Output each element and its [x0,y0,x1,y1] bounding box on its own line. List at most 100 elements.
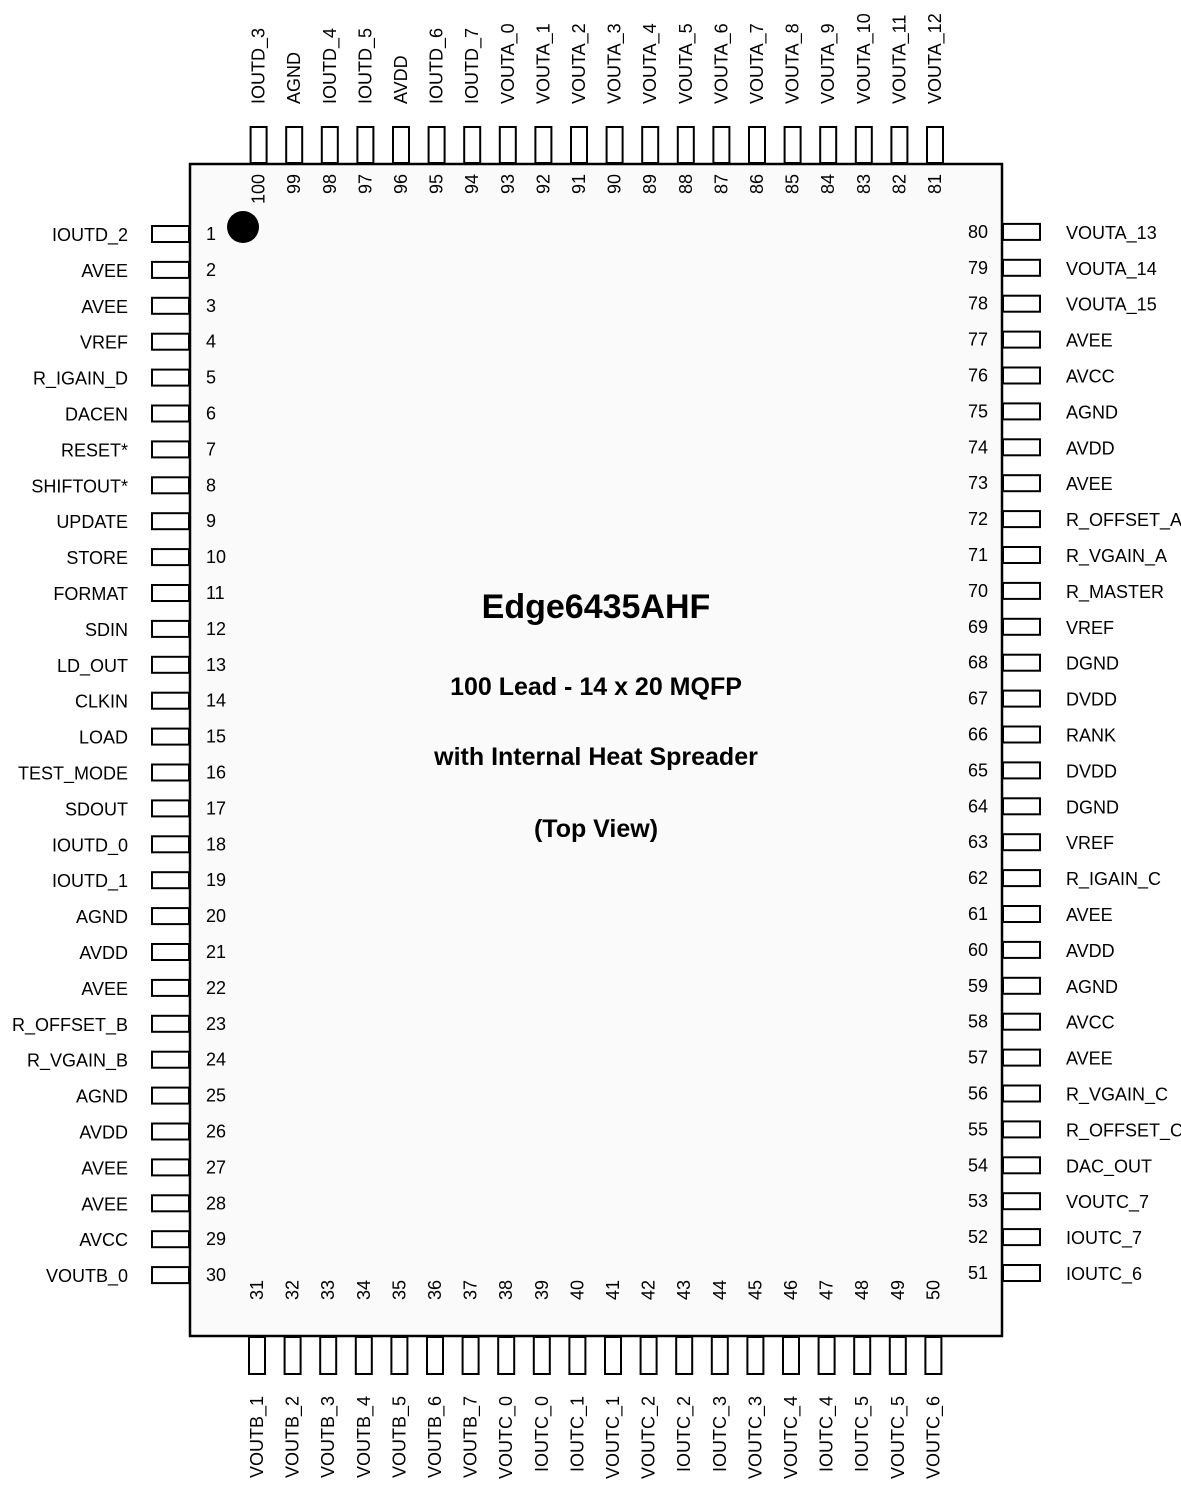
pin-name: VOUTC_1 [603,1396,624,1479]
pin-name: VOUTA_12 [925,13,946,104]
pin-lead [1002,976,1041,995]
pin-number: 28 [206,1193,226,1213]
pin-lead [1002,258,1041,277]
pin-name: LD_OUT [57,656,128,677]
pin-number: 49 [888,1280,908,1300]
pin-51: IOUTC_6 51 [968,1263,1142,1285]
pin-lead [1002,294,1041,313]
pin-number: 70 [968,581,988,601]
pin-lead [712,126,731,164]
pin-lead [641,126,660,164]
pin-name: VOUTC_3 [745,1396,766,1479]
pin-number: 56 [968,1084,988,1104]
pin-number: 69 [968,617,988,637]
pin-2: AVEE 2 [81,260,216,281]
pin-number: 3 [206,296,216,316]
pin-number: 94 [462,174,482,194]
pin-name: VOUTB_7 [461,1396,482,1478]
pin-30: VOUTB_0 30 [46,1265,226,1287]
pin-lead [151,727,190,746]
pin-73: AVEE 73 [968,473,1113,494]
pin-name: VREF [1066,833,1114,853]
pin-number: 74 [968,437,988,457]
pin-lead [151,1014,190,1033]
pin-name: AVDD [79,1123,128,1143]
pin-lead [283,1336,302,1375]
pin-lead [1002,833,1041,852]
pin-name: VOUTA_8 [783,23,804,104]
pin-name: CLKIN [75,692,128,712]
pin-number: 27 [206,1157,226,1177]
pin-name: AVCC [1066,1013,1115,1033]
pin-lead [854,126,873,164]
pin-name: VOUTC_4 [781,1396,802,1479]
pin-number: 46 [781,1280,801,1300]
pin-66: RANK 66 [968,725,1116,746]
pin-name: AVEE [81,297,128,317]
pin-lead [151,655,190,674]
pin-lead [151,1122,190,1141]
pin-number: 71 [968,545,988,565]
pin-name: VREF [1066,618,1114,638]
pin-name: R_IGAIN_C [1066,869,1161,890]
pin-name: AVEE [1066,1049,1113,1069]
pin-lead [1002,617,1041,636]
pin-19: IOUTD_1 19 [52,870,226,892]
pin-58: AVCC 58 [968,1012,1115,1033]
pin-lead [356,126,375,164]
pin-number: 91 [569,174,589,194]
pin-lead [426,1336,444,1375]
pin-number: 82 [889,174,909,194]
pin-lead [151,584,190,602]
pin-65: DVDD 65 [968,760,1117,781]
pin-lead [1002,905,1041,923]
pin-number: 67 [968,689,988,709]
pin-name: R_VGAIN_C [1066,1085,1168,1106]
pin-number: 24 [206,1050,226,1070]
pin-72: R_OFFSET_A 72 [968,509,1181,531]
pin-number: 72 [968,509,988,529]
pin-lead [390,1336,409,1375]
pin-39: IOUTC_0 39 [532,1280,553,1472]
pin-number: 86 [747,174,767,194]
pin-18: IOUTD_0 18 [52,834,226,856]
pin-97: IOUTD_5 97 [355,28,376,194]
pin-name: VOUTA_1 [533,23,554,104]
pin-lead [151,1194,190,1213]
pin-lead [1002,689,1041,708]
pin-3: AVEE 3 [81,296,216,317]
pin-lead [151,1266,190,1285]
pin-name: IOUTD_6 [427,28,448,104]
pin-lead [151,512,190,531]
pin-number: 35 [389,1280,409,1300]
pin-61: AVEE 61 [968,904,1113,925]
pin-number: 79 [968,258,988,278]
pin-name: SDIN [85,620,128,640]
pin-number: 97 [355,174,375,194]
pin-number: 19 [206,870,226,890]
pin-number: 4 [206,332,216,352]
pin-lead [1002,581,1041,600]
pin-77: AVEE 77 [968,330,1113,351]
pin-1-indicator-dot [227,211,259,243]
pin-lead [819,126,838,164]
pin-lead [1002,653,1041,672]
pin-number: 5 [206,368,216,388]
pin-lead [427,126,446,164]
pin-13: LD_OUT 13 [57,655,226,677]
pin-15: LOAD 15 [79,727,226,748]
pin-name: AVEE [81,1158,128,1178]
pin-60: AVDD 60 [968,940,1115,961]
pin-name: IOUTD_2 [52,225,128,246]
pin-lead [151,404,190,423]
pin-lead [1002,869,1041,888]
pin-5: R_IGAIN_D 5 [33,368,216,390]
pin-85: VOUTA_8 85 [783,23,804,194]
pin-26: AVDD 26 [79,1122,226,1143]
pin-number: 47 [817,1280,837,1300]
pin-name: RESET* [61,440,128,460]
pin-89: VOUTA_4 89 [640,23,661,194]
pin-lead [151,835,190,854]
pin-number: 63 [968,832,988,852]
pin-name: AVEE [1066,331,1113,351]
